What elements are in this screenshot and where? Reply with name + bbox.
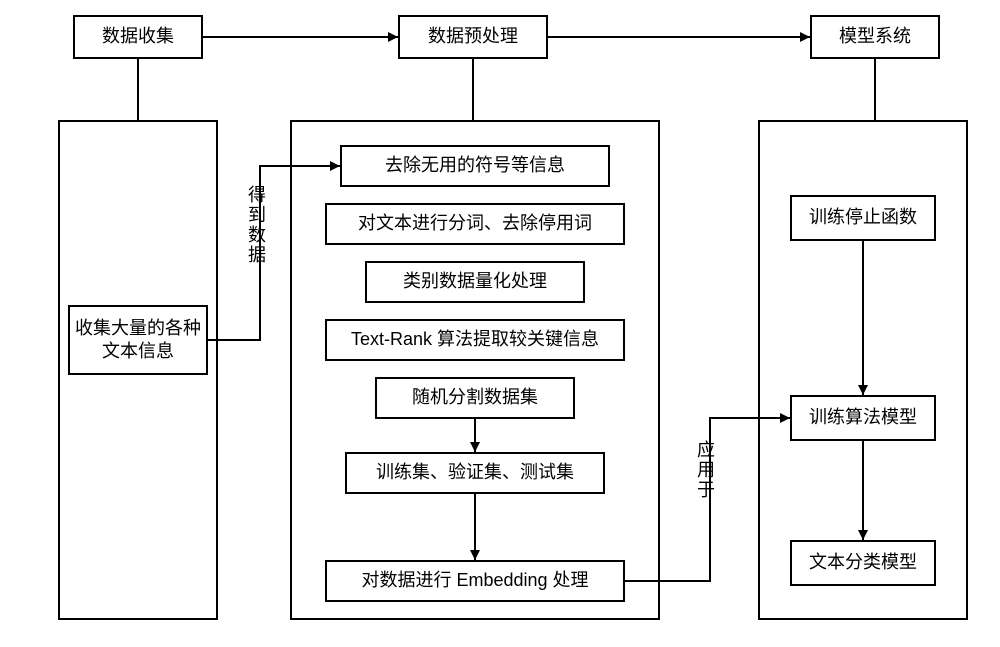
node-label: 对数据进行 Embedding 处理 (361, 569, 588, 592)
node-label: 训练集、验证集、测试集 (376, 461, 574, 484)
node-text-classifier: 文本分类模型 (790, 540, 936, 586)
node-label: 训练停止函数 (809, 206, 917, 229)
node-datasets: 训练集、验证集、测试集 (345, 452, 605, 494)
edge-label-apply-to: 应用于 (692, 440, 718, 500)
node-label: 文本分类模型 (809, 551, 917, 574)
node-collect-text: 收集大量的各种 文本信息 (68, 305, 208, 375)
node-label: 类别数据量化处理 (403, 270, 547, 293)
edge-label-get-data: 得到数据 (243, 185, 269, 265)
node-textrank: Text-Rank 算法提取较关键信息 (325, 319, 625, 361)
node-model-system: 模型系统 (810, 15, 940, 59)
node-train-model: 训练算法模型 (790, 395, 936, 441)
node-label: 模型系统 (839, 25, 911, 48)
node-quantize: 类别数据量化处理 (365, 261, 585, 303)
node-stop-fn: 训练停止函数 (790, 195, 936, 241)
node-tokenize: 对文本进行分词、去除停用词 (325, 203, 625, 245)
node-label: Text-Rank 算法提取较关键信息 (351, 328, 599, 351)
node-label: 训练算法模型 (809, 406, 917, 429)
node-embedding: 对数据进行 Embedding 处理 (325, 560, 625, 602)
node-label: 随机分割数据集 (412, 386, 538, 409)
node-label: 收集大量的各种 文本信息 (75, 317, 201, 364)
node-split: 随机分割数据集 (375, 377, 575, 419)
node-label: 数据收集 (102, 25, 174, 48)
node-data-collect: 数据收集 (73, 15, 203, 59)
panel-preprocess (290, 120, 660, 620)
node-data-preprocess: 数据预处理 (398, 15, 548, 59)
node-remove-symbols: 去除无用的符号等信息 (340, 145, 610, 187)
node-label: 对文本进行分词、去除停用词 (358, 212, 592, 235)
node-label: 去除无用的符号等信息 (385, 154, 565, 177)
node-label: 数据预处理 (428, 25, 518, 48)
